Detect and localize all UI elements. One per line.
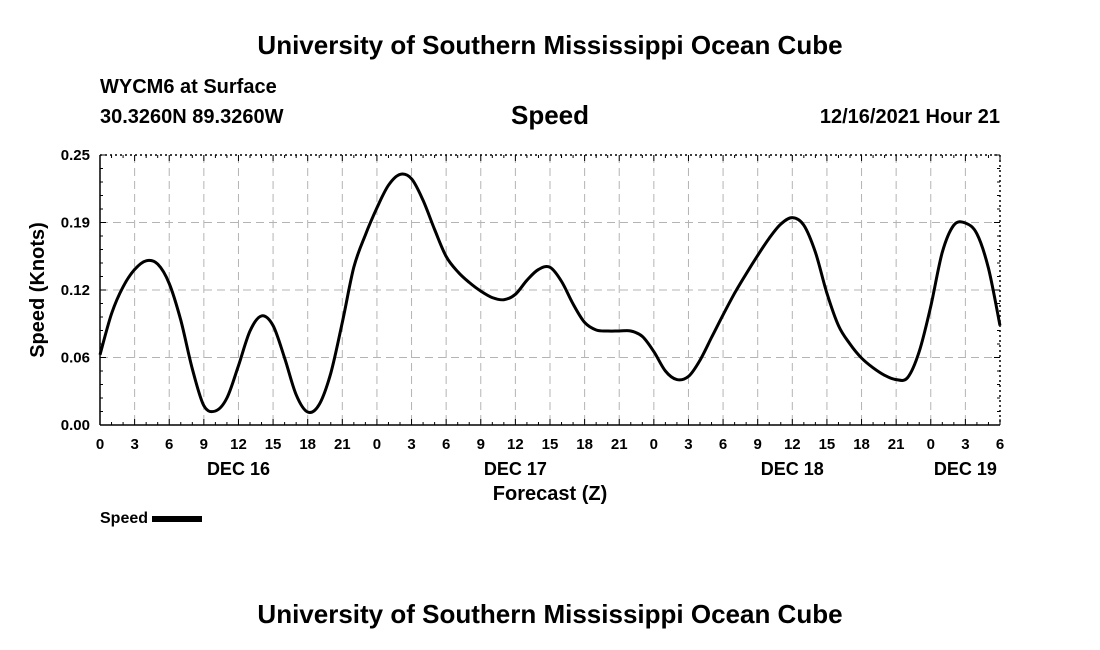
x-tick-label: 21 xyxy=(888,436,905,453)
x-tick-label: 6 xyxy=(442,436,450,453)
x-tick-label: 3 xyxy=(407,436,415,453)
x-tick-label: 21 xyxy=(334,436,351,453)
x-tick-label: 0 xyxy=(373,436,381,453)
series-line-speed xyxy=(98,172,1002,414)
x-tick-label: 15 xyxy=(819,436,836,453)
x-tick-label: 18 xyxy=(299,436,316,453)
x-tick-label: 21 xyxy=(611,436,628,453)
x-tick-label: 6 xyxy=(165,436,173,453)
x-tick-label: 15 xyxy=(542,436,559,453)
legend-label: Speed xyxy=(100,510,149,527)
x-tick-label: 6 xyxy=(719,436,727,453)
x-tick-label: 0 xyxy=(650,436,658,453)
footer-title: University of Southern Mississippi Ocean… xyxy=(257,599,843,629)
x-day-label: DEC 19 xyxy=(934,459,997,479)
x-tick-label: 0 xyxy=(96,436,104,453)
legend: Speed xyxy=(100,510,203,528)
x-tick-label: 9 xyxy=(477,436,485,453)
y-axis-title: Speed (Knots) xyxy=(27,222,49,358)
x-tick-label: 6 xyxy=(996,436,1004,453)
x-tick-label: 9 xyxy=(200,436,208,453)
chart-title: Speed xyxy=(510,100,590,130)
x-axis-title: Forecast (Z) xyxy=(493,483,607,505)
x-tick-label: 18 xyxy=(576,436,593,453)
forecast-timestamp: 12/16/2021 Hour 21 xyxy=(819,106,1000,128)
x-tick-label: 3 xyxy=(130,436,138,453)
x-tick-label: 9 xyxy=(754,436,762,453)
x-tick-label: 3 xyxy=(684,436,692,453)
x-day-label: DEC 18 xyxy=(761,459,824,479)
x-tick-label: 18 xyxy=(853,436,870,453)
x-day-label: DEC 16 xyxy=(207,459,270,479)
y-tick-label: 0.00 xyxy=(61,417,90,434)
x-tick-label: 0 xyxy=(927,436,935,453)
y-tick-label: 0.19 xyxy=(61,215,90,232)
x-tick-label: 15 xyxy=(265,436,282,453)
x-tick-label: 12 xyxy=(507,436,524,453)
station-coordinates: 30.3260N 89.3260W xyxy=(100,106,284,128)
x-tick-label: 12 xyxy=(784,436,801,453)
x-day-label: DEC 17 xyxy=(484,459,547,479)
x-tick-label: 12 xyxy=(230,436,247,453)
page-title: University of Southern Mississippi Ocean… xyxy=(257,30,843,60)
y-tick-label: 0.25 xyxy=(61,147,90,164)
y-tick-label: 0.06 xyxy=(61,350,90,367)
legend-swatch xyxy=(152,516,203,522)
x-tick-label: 3 xyxy=(961,436,969,453)
station-name: WYCM6 at Surface xyxy=(100,76,277,98)
y-tick-label: 0.12 xyxy=(61,282,90,299)
